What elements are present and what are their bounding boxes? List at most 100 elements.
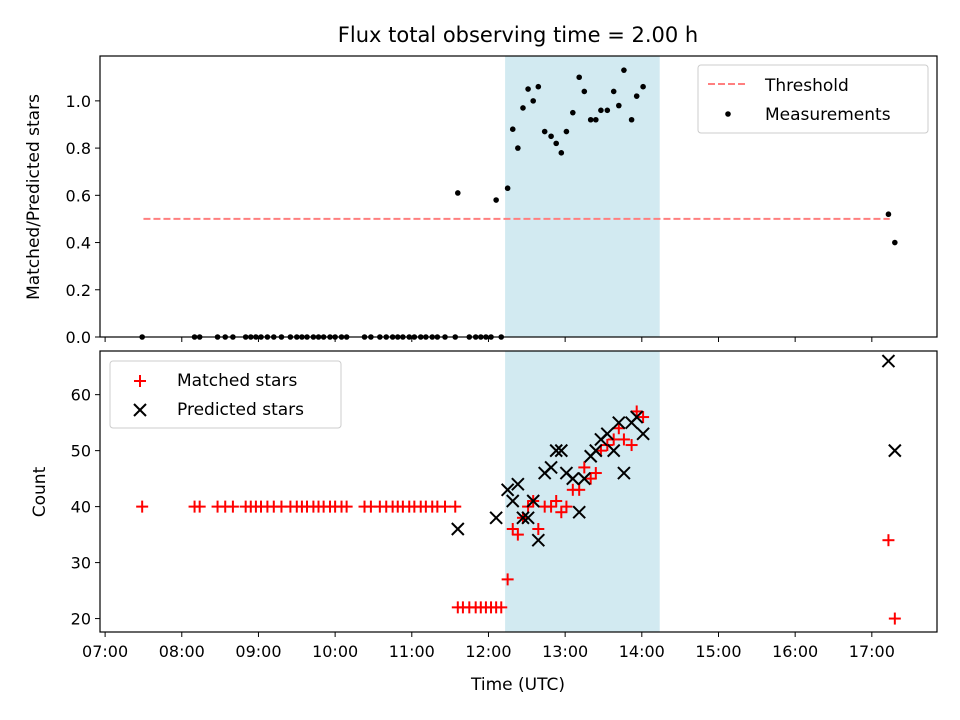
x-tick-label: 07:00 <box>82 642 128 661</box>
top-legend-box <box>697 64 929 134</box>
bottom-panel: 20 30 40 50 60 07:00 08:00 09:00 10:00 11:00 12:0… <box>30 350 938 695</box>
predicted-star-point <box>554 443 569 458</box>
matched-star-point <box>550 495 563 508</box>
predicted-star-point <box>500 483 515 497</box>
measurement-point <box>640 83 646 90</box>
measurement-point <box>628 116 635 123</box>
bottom-plot-area <box>136 351 902 632</box>
chart-title: Flux total observing time = 2.00 h <box>338 23 698 47</box>
predicted-star-point <box>617 466 631 480</box>
predicted-star-point <box>511 477 525 491</box>
bottom-axes-frame <box>99 350 938 633</box>
bottom-x-axis: 07:00 08:00 09:00 10:00 11:00 12:00 13:00 14:00… <box>82 632 895 661</box>
predicted-star-point <box>589 443 603 458</box>
legend-predicted-label: Predicted stars <box>177 400 304 420</box>
measurement-point <box>616 102 622 109</box>
predicted-star-point <box>572 505 586 519</box>
bottom-y-axis: 20 30 40 50 60 <box>71 386 100 629</box>
matched-star-point <box>630 405 643 418</box>
measurement-point <box>621 67 627 73</box>
matched-star-point <box>589 467 602 480</box>
y-tick-label: 0.4 <box>66 234 91 253</box>
matched-star-point <box>573 483 586 496</box>
matched-star-point <box>226 500 239 513</box>
bottom-legend: Matched stars Predicted stars <box>109 360 342 429</box>
measurement-point <box>515 145 521 151</box>
matched-star-point <box>340 500 353 513</box>
x-tick-label: 14:00 <box>619 642 665 661</box>
measurement-point <box>598 107 604 114</box>
predicted-star-point <box>600 427 615 441</box>
y-tick-label: 0.8 <box>66 139 91 158</box>
predicted-star-point <box>521 511 535 525</box>
predicted-star-point <box>451 522 465 536</box>
measurement-point <box>520 105 526 111</box>
x-tick-label: 11:00 <box>389 642 435 661</box>
measurement-point <box>530 98 536 104</box>
predicted-star-point <box>549 443 563 458</box>
x-tick-label: 16:00 <box>772 642 818 661</box>
matched-star-point <box>625 439 638 452</box>
bottom-x-axis-label: Time (UTC) <box>470 675 565 695</box>
predicted-star-point <box>577 471 592 486</box>
measurement-point <box>493 197 499 203</box>
x-tick-label: 15:00 <box>695 642 741 661</box>
matched-star-point <box>439 500 452 513</box>
y-tick-label: 40 <box>71 498 91 517</box>
legend-matched-label: Matched stars <box>177 371 297 391</box>
top-x-axis <box>104 337 873 342</box>
measurement-point <box>604 107 611 114</box>
predicted-star-point <box>629 410 644 424</box>
shaded-span <box>505 56 660 337</box>
measurement-point <box>509 126 516 133</box>
x-tick-label: 13:00 <box>542 642 588 661</box>
measurement-point <box>570 109 576 116</box>
measurement-point <box>541 128 548 135</box>
measurement-point <box>535 83 542 90</box>
predicted-star-point <box>544 460 558 475</box>
predicted-star-point <box>888 443 902 458</box>
matched-star-point <box>193 500 206 513</box>
matched-star-point <box>560 500 573 513</box>
predicted-star-point <box>526 494 540 508</box>
y-tick-label: 50 <box>71 442 91 461</box>
predicted-star-point <box>489 511 503 525</box>
measurement-point <box>587 116 594 123</box>
measurement-point <box>563 128 570 135</box>
matched-star-point <box>136 500 149 513</box>
y-tick-label: 30 <box>71 554 91 573</box>
legend-predicted-swatch <box>133 403 147 417</box>
matched-star-point <box>501 573 514 586</box>
measurement-point <box>581 88 588 95</box>
matched-star-point <box>882 534 895 547</box>
predicted-star-point <box>516 511 530 525</box>
matched-star-point <box>637 411 650 424</box>
measurement-point <box>525 86 531 92</box>
matched-star-point <box>584 472 597 485</box>
measurement-point <box>576 74 582 81</box>
matched-star-point <box>555 506 568 519</box>
measurement-point <box>455 190 461 196</box>
x-tick-label: 08:00 <box>159 642 205 661</box>
legend-measurements-label: Measurements <box>765 105 891 125</box>
measurement-point <box>504 185 511 192</box>
matched-star-point <box>888 612 901 625</box>
measurement-point <box>558 150 565 156</box>
y-tick-label: 20 <box>71 610 91 629</box>
top-y-axis: 0.0 0.2 0.4 0.6 0.8 1.0 <box>66 92 100 347</box>
y-tick-label: 60 <box>71 386 91 405</box>
measurement-point <box>633 93 640 99</box>
matched-star-point <box>511 528 524 541</box>
predicted-star-point <box>606 443 621 458</box>
measurement-point <box>548 133 554 140</box>
predicted-star-point <box>612 415 626 430</box>
predicted-star-point <box>636 427 650 441</box>
y-tick-label: 0.2 <box>66 281 91 300</box>
measurement-point <box>610 88 617 95</box>
predicted-star-point <box>881 354 896 368</box>
measurement-point <box>553 140 559 147</box>
matched-star-point <box>449 500 462 513</box>
predicted-star-point <box>531 533 546 547</box>
bottom-y-axis-label: Count <box>30 466 50 517</box>
